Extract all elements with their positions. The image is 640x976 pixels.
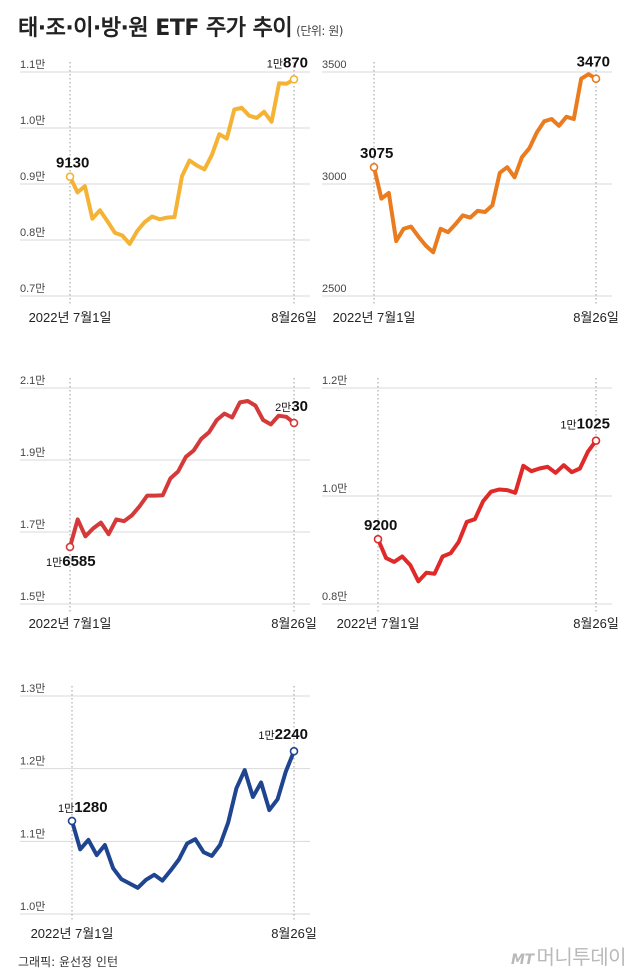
chart-arirang-aerospace: ARIRANG iSelect우주항공&UAM 0.8만 1.0만 1.2만 2022… — [322, 350, 622, 640]
end-value-label-prefix: 2만 — [275, 401, 291, 414]
start-value-label: 9200 — [364, 517, 397, 534]
y-tick-label: 0.8만 — [20, 226, 45, 239]
line-chart-svg: 0.7만 0.8만 0.9만 1.0만 1.1만 2022년 7월1일 8월26일 9130 1… — [20, 54, 317, 325]
end-value-label-value: 30 — [291, 398, 308, 415]
x-label-end: 8월26일 — [271, 310, 317, 325]
chart-badge: TIGER Fn신재생에너지 — [173, 46, 300, 61]
x-label-start: 2022년 7월1일 — [29, 310, 112, 325]
start-value-label-prefix: 1만 — [46, 556, 62, 569]
line-chart-svg: 2500 3000 3500 2022년 7월1일 8월26일 3075 3470 — [322, 54, 619, 325]
start-value-label-prefix: 1만 — [58, 802, 74, 815]
x-label-end: 8월26일 — [271, 616, 317, 631]
series-line — [372, 72, 598, 255]
chart-badge: KODEX 2차전지산업 — [186, 358, 300, 373]
chart-hanaro-nuclear: HANARO 원자력iSelect 1.0만 1.1만 1.2만 1.3만 2022년 … — [20, 660, 320, 950]
x-label-end: 8월26일 — [271, 926, 317, 941]
start-point — [67, 816, 77, 826]
chart-badge: HANARO 원자력iSelect — [168, 666, 304, 681]
y-tick-label: 3000 — [322, 171, 346, 183]
y-tick-label: 1.2만 — [322, 374, 347, 387]
y-tick-label: 1.0만 — [20, 114, 45, 127]
y-tick-label: 3500 — [322, 59, 346, 71]
chart-kodex-battery: KODEX 2차전지산업 1.5만 1.7만 1.9만 2.1만 2022년 7월1일 8… — [20, 350, 320, 640]
line-chart-svg: 1.5만 1.7만 1.9만 2.1만 2022년 7월1일 8월26일 1만6585 2만3… — [20, 374, 317, 631]
end-point — [289, 746, 299, 756]
end-value-label: 1만1025 — [560, 416, 610, 433]
y-tick-label: 0.8만 — [322, 590, 347, 603]
y-tick-label: 1.2만 — [20, 755, 45, 768]
y-tick-label: 1.9만 — [20, 446, 45, 459]
end-point — [289, 74, 299, 84]
chart-tiger-fn-renewable: TIGER Fn신재생에너지 0.7만 0.8만 0.9만 1.0만 1.1만 2022년… — [20, 44, 320, 334]
y-tick-label: 1.0만 — [20, 900, 45, 913]
x-label-start: 2022년 7월1일 — [29, 616, 112, 631]
y-tick-label: 0.9만 — [20, 170, 45, 183]
end-point — [289, 418, 299, 428]
end-value-label-prefix: 1만 — [267, 57, 283, 70]
end-point — [591, 74, 601, 84]
start-point — [65, 542, 75, 552]
start-value-label: 1만6585 — [46, 553, 96, 570]
y-tick-label: 1.1만 — [20, 827, 45, 840]
y-tick-label: 1.5만 — [20, 590, 45, 603]
end-point — [591, 436, 601, 445]
publisher-logo: MT 머니투데이 — [511, 941, 626, 970]
end-value-label-prefix: 1만 — [560, 419, 576, 432]
end-value-label-value: 870 — [283, 54, 308, 71]
start-value-label: 3075 — [360, 145, 393, 162]
page-title-text: 태·조·이·방·원 ETF 주가 추이 — [18, 16, 293, 41]
start-value-label-value: 6585 — [62, 553, 95, 570]
chart-badge: ARIRANG iSelect우주항공&UAM — [424, 358, 612, 373]
x-label-start: 2022년 7월1일 — [337, 616, 420, 631]
series-line — [376, 438, 598, 584]
y-tick-label: 2500 — [322, 283, 346, 295]
unit-note: (단위: 원) — [296, 24, 343, 38]
start-value-label: 1만1280 — [58, 799, 108, 816]
x-label-end: 8월26일 — [573, 310, 619, 325]
end-value-label: 2만30 — [275, 398, 308, 415]
x-label-end: 8월26일 — [573, 616, 619, 631]
start-value-label-value: 9130 — [56, 155, 89, 172]
series-line — [68, 399, 296, 549]
start-value-label-value: 1280 — [74, 799, 107, 816]
start-point — [65, 172, 75, 182]
end-value-label-prefix: 1만 — [258, 729, 274, 742]
graphic-credit: 그래픽: 윤선정 인턴 — [18, 955, 118, 969]
series-line — [68, 77, 296, 246]
start-value-label-value: 3075 — [360, 145, 393, 162]
end-value-label-value: 1025 — [577, 416, 610, 433]
start-point — [369, 162, 379, 172]
logo-mark: MT — [511, 952, 534, 968]
logo-text: 머니투데이 — [536, 945, 627, 969]
line-chart-svg: 0.8만 1.0만 1.2만 2022년 7월1일 8월26일 9200 1만1025 — [322, 374, 619, 631]
start-value-label: 9130 — [56, 155, 89, 172]
start-value-label-value: 9200 — [364, 517, 397, 534]
series-line — [70, 749, 296, 890]
chart-tiger-200-heavy-industry: TIGER 200 중공업 2500 3000 3500 2022년 7월1일 8월26… — [322, 44, 622, 334]
y-tick-label: 0.7만 — [20, 282, 45, 295]
y-tick-label: 1.0만 — [322, 482, 347, 495]
end-value-label-value: 3470 — [577, 54, 610, 71]
chart-badge: TIGER 200 중공업 — [507, 46, 612, 61]
y-tick-label: 1.7만 — [20, 518, 45, 531]
start-point — [373, 534, 383, 544]
end-value-label: 1만2240 — [258, 726, 308, 743]
y-tick-label: 1.1만 — [20, 58, 45, 71]
end-value-label: 3470 — [577, 54, 610, 71]
y-tick-label: 2.1만 — [20, 374, 45, 387]
end-value-label-value: 2240 — [275, 726, 308, 743]
end-value-label: 1만870 — [267, 54, 308, 71]
y-tick-label: 1.3만 — [20, 682, 45, 695]
x-label-start: 2022년 7월1일 — [333, 310, 416, 325]
page-title: 태·조·이·방·원 ETF 주가 추이 (단위: 원) — [18, 10, 343, 42]
x-label-start: 2022년 7월1일 — [31, 926, 114, 941]
